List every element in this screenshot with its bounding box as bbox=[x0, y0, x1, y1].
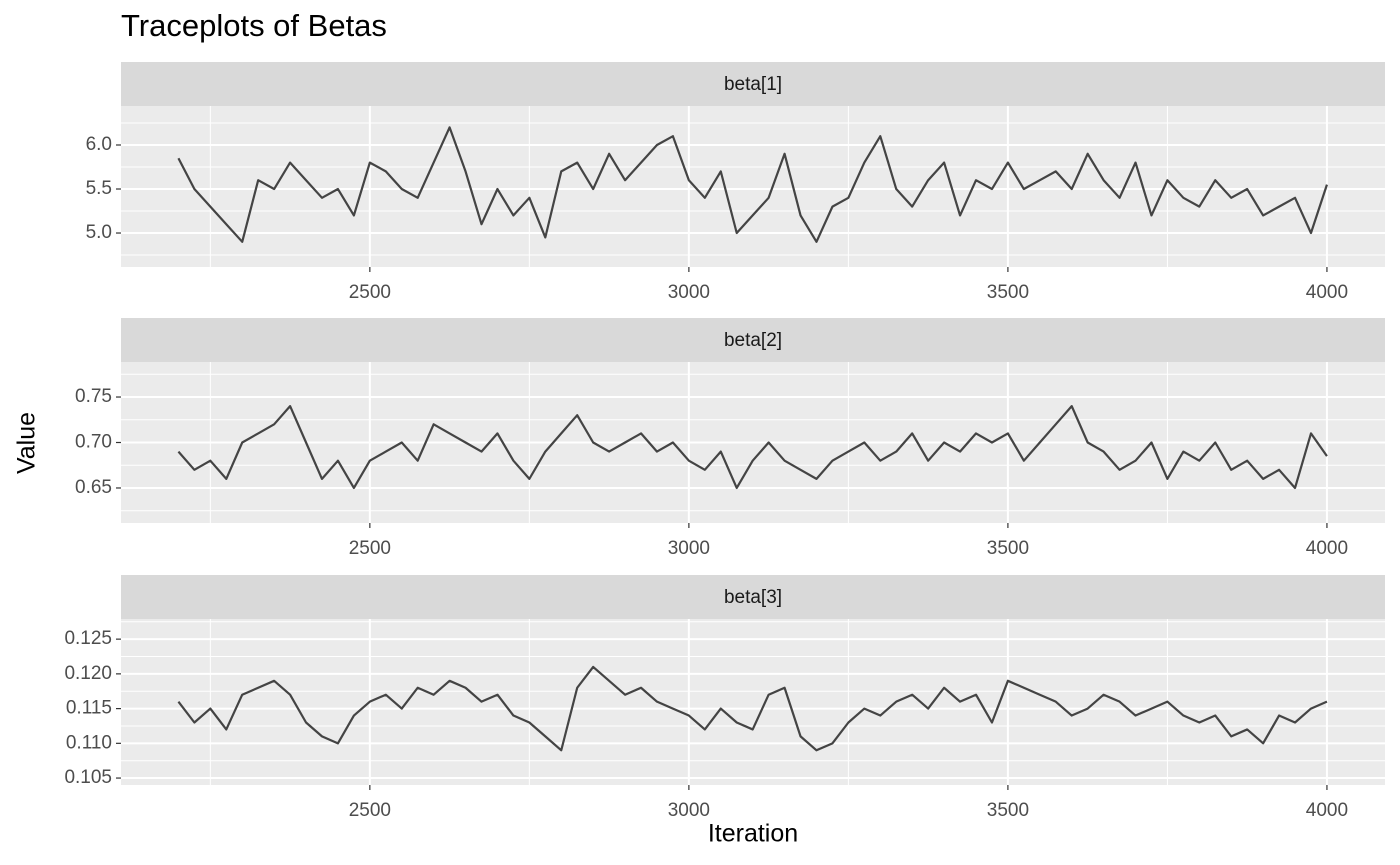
trace-line bbox=[177, 126, 1328, 243]
x-tick-label: 2500 bbox=[349, 800, 391, 821]
strip-label: beta[1] bbox=[724, 74, 782, 95]
trace-line bbox=[177, 665, 1328, 752]
x-tick-label: 3000 bbox=[668, 800, 710, 821]
y-tick-label: 0.75 bbox=[75, 386, 112, 407]
y-tick-label: 0.65 bbox=[75, 477, 112, 498]
strip-background bbox=[121, 575, 1385, 619]
chart-title: Traceplots of Betas bbox=[121, 8, 387, 43]
y-tick-label: 0.105 bbox=[64, 767, 112, 788]
x-tick-label: 3000 bbox=[668, 282, 710, 303]
y-tick-label: 5.5 bbox=[86, 178, 112, 199]
trace-line bbox=[177, 405, 1328, 490]
y-tick-label: 6.0 bbox=[86, 134, 112, 155]
x-tick-label: 4000 bbox=[1306, 282, 1348, 303]
panel-background bbox=[121, 619, 1385, 785]
strip-label: beta[3] bbox=[724, 587, 782, 608]
strip-background bbox=[121, 62, 1385, 106]
x-tick-label: 4000 bbox=[1306, 800, 1348, 821]
x-tick-label: 3000 bbox=[668, 538, 710, 559]
strip-background bbox=[121, 318, 1385, 362]
y-tick-label: 0.110 bbox=[66, 732, 112, 753]
x-tick-label: 3500 bbox=[987, 800, 1029, 821]
y-axis-label: Value bbox=[13, 412, 41, 474]
x-tick-label: 2500 bbox=[349, 538, 391, 559]
y-tick-label: 0.115 bbox=[66, 698, 112, 719]
y-tick-label: 0.70 bbox=[75, 432, 112, 453]
y-tick-label: 0.120 bbox=[64, 663, 112, 684]
y-tick-label: 0.125 bbox=[64, 628, 112, 649]
x-axis-label: Iteration bbox=[708, 820, 798, 848]
strip-label: beta[2] bbox=[724, 330, 782, 351]
x-tick-label: 3500 bbox=[987, 282, 1029, 303]
x-tick-label: 2500 bbox=[349, 282, 391, 303]
y-tick-label: 5.0 bbox=[86, 222, 112, 243]
x-tick-label: 3500 bbox=[987, 538, 1029, 559]
x-tick-label: 4000 bbox=[1306, 538, 1348, 559]
